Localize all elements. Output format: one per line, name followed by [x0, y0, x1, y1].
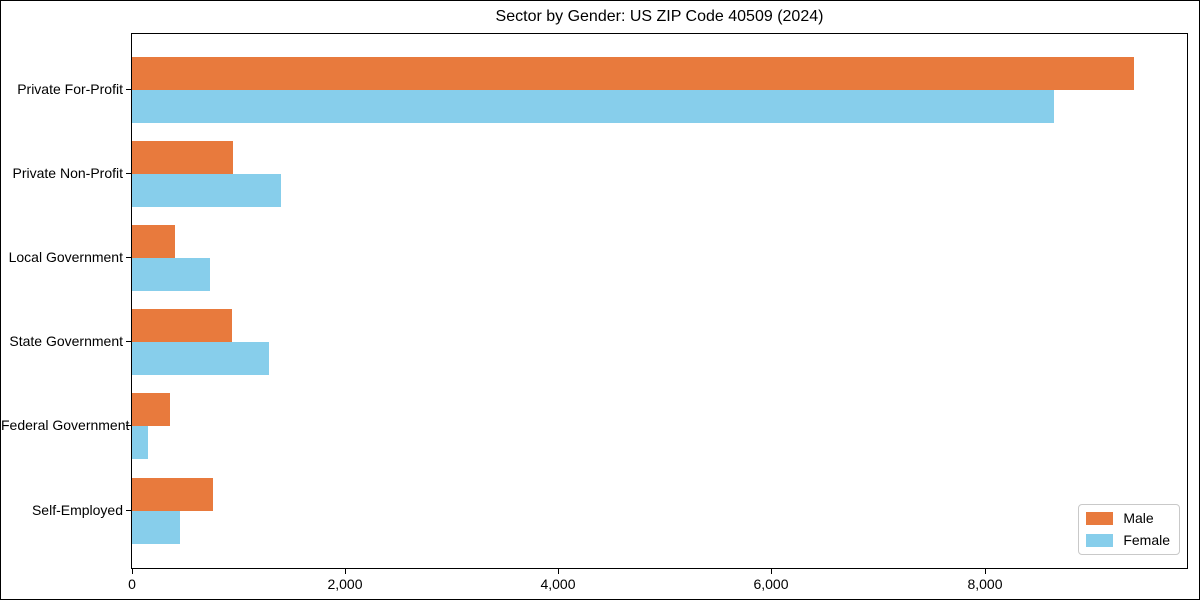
bar-male-local-government [132, 224, 175, 258]
x-tick-mark-6-000 [771, 569, 772, 574]
legend-label-female: Female [1123, 532, 1170, 548]
x-tick-label-8-000: 8,000 [967, 576, 1003, 592]
bar-female-federal-government [132, 426, 148, 460]
y-tick-label-private-non-profit: Private Non-Profit [12, 164, 123, 181]
y-tick-label-federal-government: Federal Government [1, 417, 130, 434]
bar-male-self-employed [132, 477, 213, 511]
x-tick-label-4-000: 4,000 [540, 576, 576, 592]
x-tick-mark-8-000 [985, 569, 986, 574]
legend-swatch-male [1086, 512, 1114, 525]
bar-female-private-for-profit [132, 89, 1054, 123]
y-tick-mark-private-non-profit [126, 172, 131, 174]
x-tick-label-0: 0 [128, 576, 136, 592]
x-tick-mark-0 [132, 569, 133, 574]
bar-male-private-for-profit [132, 56, 1134, 90]
bar-female-state-government [132, 342, 269, 376]
legend-entry-female: Female [1086, 533, 1170, 548]
bar-male-state-government [132, 309, 232, 343]
y-tick-mark-federal-government [126, 425, 131, 427]
bar-female-self-employed [132, 510, 180, 544]
legend-entry-male: Male [1086, 511, 1170, 526]
x-tick-mark-2-000 [345, 569, 346, 574]
bar-male-private-non-profit [132, 140, 233, 174]
y-tick-label-local-government: Local Government [8, 248, 123, 265]
legend-label-male: Male [1123, 510, 1154, 526]
y-tick-label-private-for-profit: Private For-Profit [17, 80, 123, 97]
y-tick-label-self-employed: Self-Employed [31, 501, 123, 518]
x-tick-mark-4-000 [558, 569, 559, 574]
plot-area: Male Female [131, 33, 1188, 569]
legend-swatch-female [1086, 534, 1114, 547]
y-tick-label-state-government: State Government [9, 333, 123, 350]
y-tick-mark-state-government [126, 341, 131, 343]
y-tick-mark-self-employed [126, 509, 131, 511]
legend: Male Female [1078, 504, 1180, 555]
bar-female-private-non-profit [132, 173, 281, 207]
chart-title: Sector by Gender: US ZIP Code 40509 (202… [495, 8, 824, 25]
bar-female-local-government [132, 257, 210, 291]
x-tick-label-6-000: 6,000 [753, 576, 789, 592]
bar-male-federal-government [132, 393, 170, 427]
y-tick-mark-local-government [126, 256, 131, 258]
x-tick-label-2-000: 2,000 [327, 576, 363, 592]
y-tick-mark-private-for-profit [126, 88, 131, 90]
